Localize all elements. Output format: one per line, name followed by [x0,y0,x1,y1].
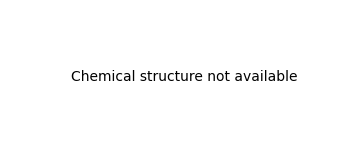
Text: Chemical structure not available: Chemical structure not available [71,70,297,84]
